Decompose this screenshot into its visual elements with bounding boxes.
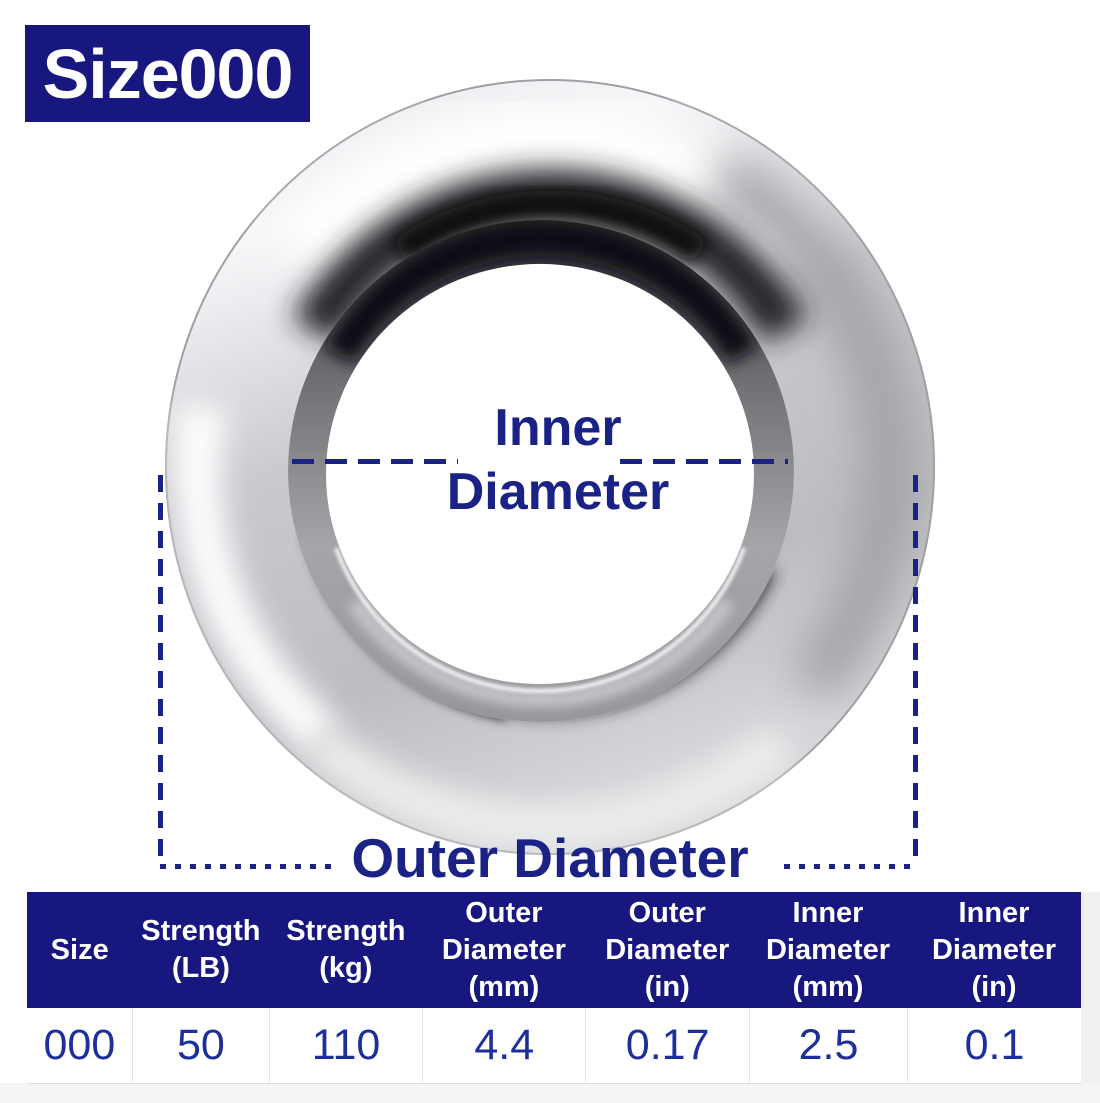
inner-diameter-dash-left: [292, 459, 458, 464]
spec-table-header-row: Size Strength (LB) Strength (kg) Outer D…: [27, 892, 1081, 1008]
ring-surface-reflections: [174, 106, 918, 848]
header-size: Size: [50, 933, 109, 966]
size-badge: Size000: [25, 25, 310, 122]
inner-diameter-dash-right: [620, 459, 788, 464]
bottom-margin-strip: [0, 1083, 1100, 1103]
value-strength-lb: 50: [131, 1008, 269, 1083]
header-strength-lb: Strength (LB): [141, 915, 261, 984]
outer-diameter-label: Outer Diameter: [351, 827, 749, 889]
value-outer-diameter-mm: 4.4: [422, 1008, 585, 1083]
outer-diameter-line-right: [913, 475, 918, 861]
spec-table-data-row: 000 50 110 4.4 0.17 2.5 0.1: [27, 1008, 1081, 1084]
value-inner-diameter-mm: 2.5: [748, 1008, 907, 1083]
value-outer-diameter-in: 0.17: [585, 1008, 748, 1083]
header-outer-diameter-in: Outer Diameter (in): [605, 896, 730, 1003]
outer-diameter-line-left: [158, 475, 163, 861]
header-inner-diameter-mm: Inner Diameter (mm): [765, 896, 891, 1003]
ring-outer-rim: [165, 79, 935, 855]
outer-diameter-dots-left: [160, 864, 332, 869]
header-outer-diameter-mm: Outer Diameter (mm): [441, 896, 566, 1003]
value-strength-kg: 110: [269, 1008, 422, 1083]
value-inner-diameter-in: 0.1: [907, 1008, 1081, 1083]
header-strength-kg: Strength (kg): [286, 915, 406, 984]
spec-table: Size Strength (LB) Strength (kg) Outer D…: [27, 892, 1081, 1084]
size-badge-label: Size000: [42, 34, 294, 113]
ring-bore-reflections: [323, 220, 759, 708]
inner-diameter-label: Inner Diameter: [446, 399, 670, 521]
right-margin-strip: [1081, 892, 1100, 1103]
outer-diameter-dots-right: [784, 864, 916, 869]
header-inner-diameter-in: Inner Diameter (in): [931, 896, 1057, 1003]
value-size: 000: [43, 1021, 116, 1069]
